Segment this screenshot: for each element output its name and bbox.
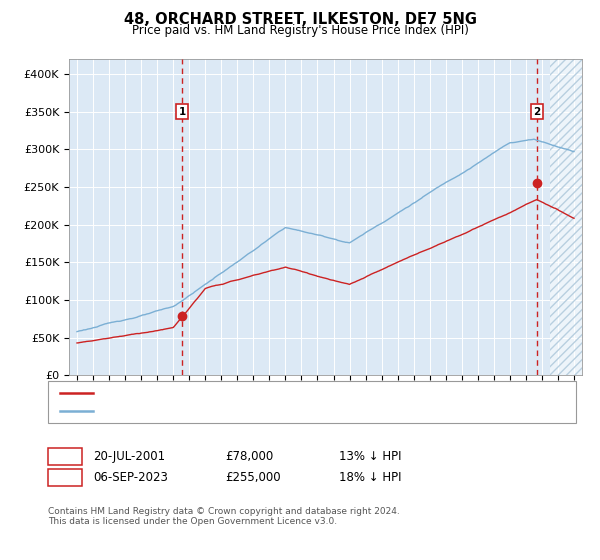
- Text: 2: 2: [533, 106, 541, 116]
- Text: 06-SEP-2023: 06-SEP-2023: [93, 470, 168, 484]
- Text: 48, ORCHARD STREET, ILKESTON, DE7 5NG: 48, ORCHARD STREET, ILKESTON, DE7 5NG: [124, 12, 476, 27]
- Bar: [550, 59, 582, 375]
- Text: £78,000: £78,000: [225, 450, 273, 463]
- Bar: [550, 59, 582, 375]
- Text: £255,000: £255,000: [225, 470, 281, 484]
- Text: 1: 1: [61, 450, 70, 463]
- Text: HPI: Average price, detached house, Erewash: HPI: Average price, detached house, Erew…: [99, 406, 336, 416]
- Text: 48, ORCHARD STREET, ILKESTON, DE7 5NG (detached house): 48, ORCHARD STREET, ILKESTON, DE7 5NG (d…: [99, 388, 419, 398]
- Text: 13% ↓ HPI: 13% ↓ HPI: [339, 450, 401, 463]
- Text: Contains HM Land Registry data © Crown copyright and database right 2024.
This d: Contains HM Land Registry data © Crown c…: [48, 507, 400, 526]
- Text: 1: 1: [178, 106, 185, 116]
- Text: Price paid vs. HM Land Registry's House Price Index (HPI): Price paid vs. HM Land Registry's House …: [131, 24, 469, 36]
- Text: 18% ↓ HPI: 18% ↓ HPI: [339, 470, 401, 484]
- Text: 20-JUL-2001: 20-JUL-2001: [93, 450, 165, 463]
- Text: 2: 2: [61, 470, 70, 484]
